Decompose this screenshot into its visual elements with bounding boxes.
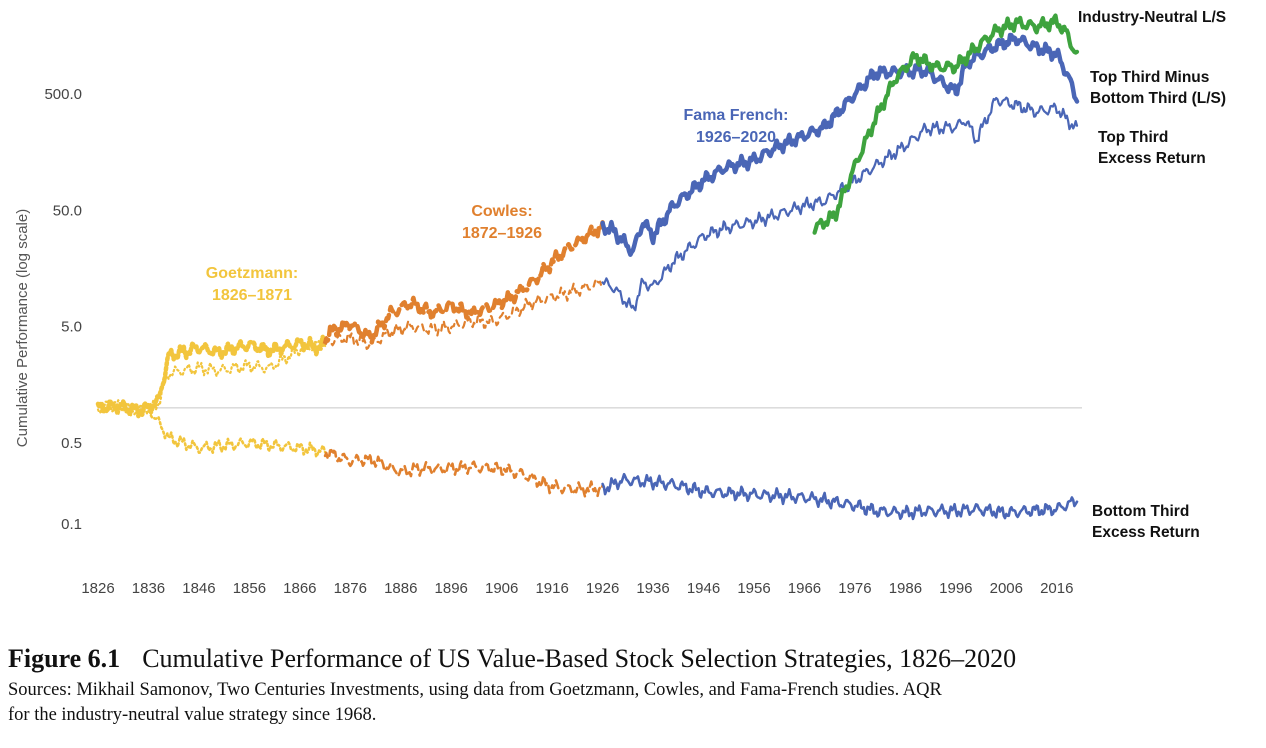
x-tick-label: 1866 xyxy=(283,580,316,597)
x-tick-label: 2006 xyxy=(990,580,1023,597)
series-label-line: Top Third Minus xyxy=(1090,69,1209,86)
x-tick-label: 1886 xyxy=(384,580,417,597)
caption-title-row: Figure 6.1 Cumulative Performance of US V… xyxy=(8,644,1258,674)
series-label-line: Bottom Third (L/S) xyxy=(1090,90,1226,107)
series-line xyxy=(812,13,1080,235)
era-label-line: 1926–2020 xyxy=(696,129,776,146)
y-axis-label: Cumulative Performance (log scale) xyxy=(14,209,31,447)
series-lines xyxy=(95,13,1080,521)
era-label-line: 1826–1871 xyxy=(212,287,292,304)
x-tick-label: 1836 xyxy=(132,580,165,597)
sources-line-1: Sources: Mikhail Samonov, Two Centuries … xyxy=(8,680,942,700)
series-label-line: Industry-Neutral L/S xyxy=(1078,9,1226,26)
series-label-line: Top Third xyxy=(1098,129,1168,146)
figure-caption: Figure 6.1 Cumulative Performance of US V… xyxy=(8,644,1258,728)
series-line xyxy=(95,334,328,419)
series-line xyxy=(324,278,604,350)
y-tick-label: 50.0 xyxy=(53,202,82,219)
y-tick-label: 0.1 xyxy=(61,516,82,533)
figure-sources: Sources: Mikhail Samonov, Two Centuries … xyxy=(8,678,1258,728)
x-axis: 1826 1836 1846 1856 1866 1876 1886 1896 1906 1916… xyxy=(81,580,1073,597)
figure-label: Figure 6.1 xyxy=(8,644,121,673)
era-label: Cowles: 1872–1926 xyxy=(462,203,542,242)
x-tick-label: 1986 xyxy=(889,580,922,597)
chart-labels: Goetzmann: 1826–1871 Cowles: 1872–1926 Fama … xyxy=(206,9,1226,541)
series-line xyxy=(96,402,327,458)
series-label-line: Bottom Third xyxy=(1092,503,1189,520)
series-line xyxy=(601,96,1079,312)
x-tick-label: 1946 xyxy=(687,580,720,597)
x-tick-label: 1826 xyxy=(81,580,114,597)
x-tick-label: 1926 xyxy=(586,580,619,597)
x-tick-label: 1966 xyxy=(788,580,821,597)
x-tick-label: 1916 xyxy=(535,580,568,597)
era-label-line: 1872–1926 xyxy=(462,225,542,242)
series-label: Top Third Excess Return xyxy=(1098,129,1206,167)
y-axis: 500.0 50.0 5.0 0.5 0.1 Cumulative Performance… xyxy=(14,86,82,533)
figure-title: Cumulative Performance of US Value-Based… xyxy=(142,644,1017,673)
y-tick-label: 0.5 xyxy=(61,435,82,452)
era-label-line: Fama French: xyxy=(684,107,789,124)
series-line xyxy=(96,340,327,416)
x-tick-label: 1996 xyxy=(939,580,972,597)
x-tick-label: 1856 xyxy=(233,580,266,597)
era-label: Goetzmann: 1826–1871 xyxy=(206,265,298,304)
series-line xyxy=(323,448,604,499)
y-tick-label: 500.0 xyxy=(44,86,82,103)
x-tick-label: 1906 xyxy=(485,580,518,597)
era-label: Fama French: 1926–2020 xyxy=(684,107,789,146)
series-label: Top Third Minus Bottom Third (L/S) xyxy=(1090,69,1226,107)
x-tick-label: 1846 xyxy=(182,580,215,597)
series-label-line: Excess Return xyxy=(1098,150,1206,167)
x-tick-label: 1936 xyxy=(636,580,669,597)
era-label-line: Cowles: xyxy=(471,203,532,220)
era-label-line: Goetzmann: xyxy=(206,265,298,282)
y-tick-label: 5.0 xyxy=(61,319,82,336)
x-tick-label: 2016 xyxy=(1040,580,1073,597)
series-line xyxy=(601,472,1079,521)
sources-line-2: for the industry-neutral value strategy … xyxy=(8,705,377,725)
performance-chart: 500.0 50.0 5.0 0.5 0.1 Cumulative Performance… xyxy=(14,9,1226,597)
series-line xyxy=(600,32,1080,257)
series-label: Industry-Neutral L/S xyxy=(1078,9,1226,26)
x-tick-label: 1876 xyxy=(334,580,367,597)
x-tick-label: 1956 xyxy=(737,580,770,597)
x-tick-label: 1976 xyxy=(838,580,871,597)
series-label-line: Excess Return xyxy=(1092,524,1200,541)
x-tick-label: 1896 xyxy=(435,580,468,597)
series-label: Bottom Third Excess Return xyxy=(1092,503,1200,541)
